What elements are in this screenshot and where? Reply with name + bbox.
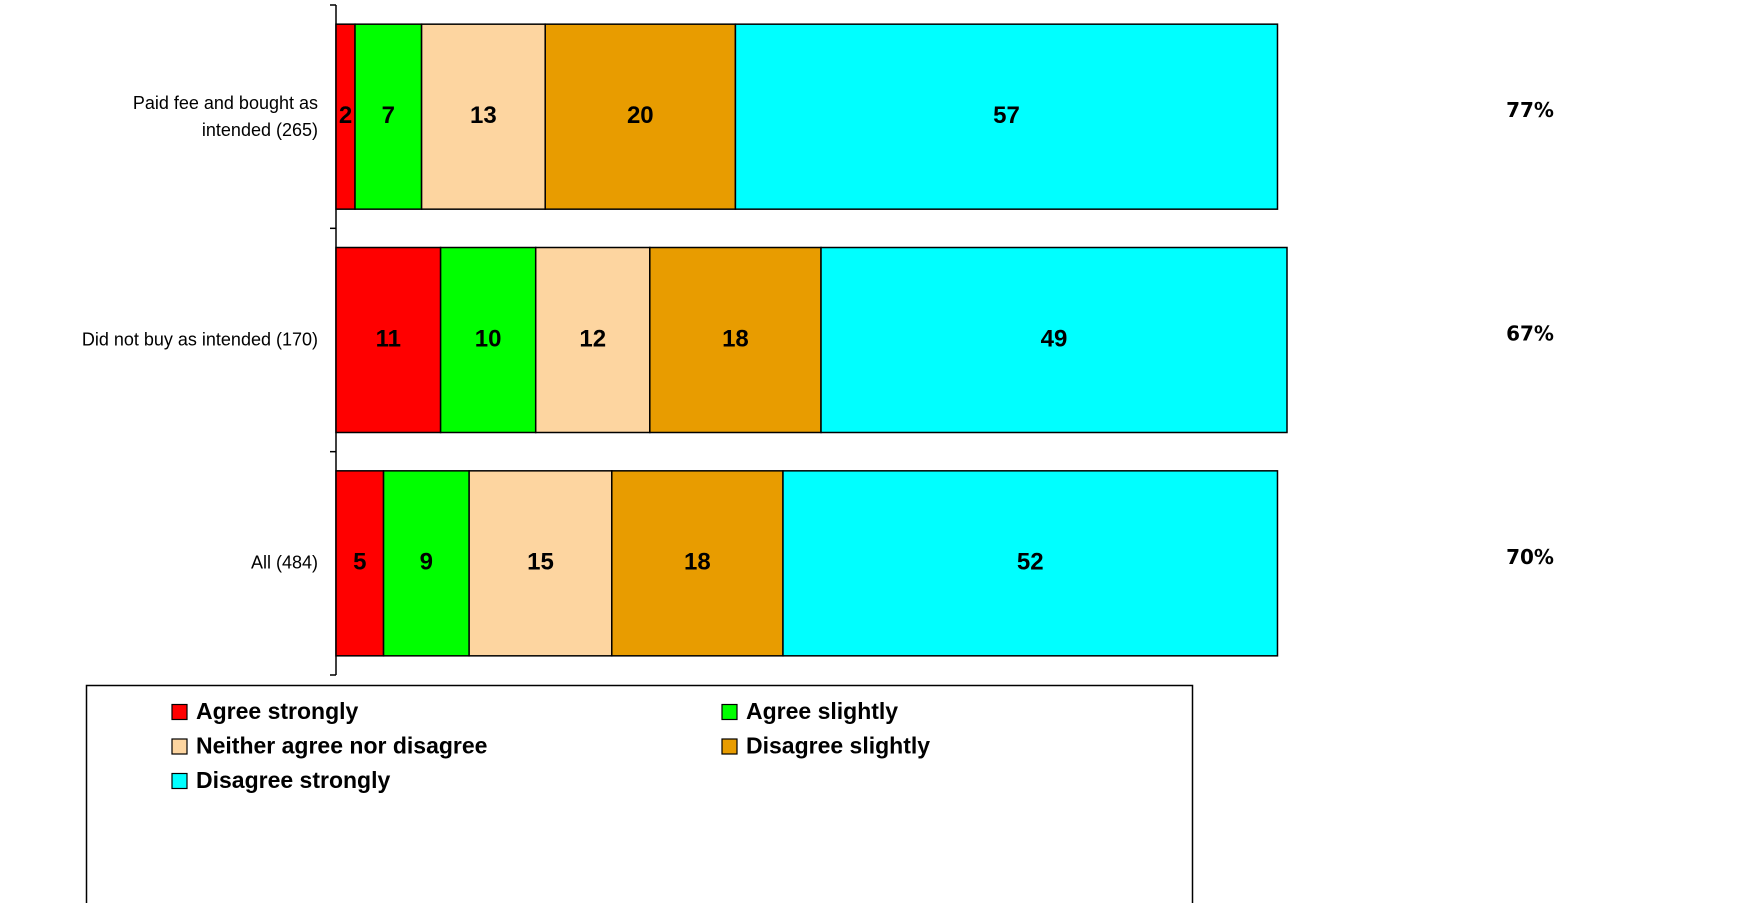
bar-segment <box>382 470 470 657</box>
category-label: All (484) <box>250 552 318 573</box>
legend-swatch <box>171 772 188 790</box>
value-label: 57 <box>993 102 1020 129</box>
row-total-label: 70% <box>1506 545 1554 569</box>
category-label: Paid fee and bought as intended (265) <box>132 92 318 140</box>
legend-swatch <box>721 738 738 755</box>
legend-label: Agree slightly <box>746 698 898 724</box>
legend-label: Disagree slightly <box>746 733 930 759</box>
bar-segment <box>534 246 651 434</box>
value-label: 20 <box>627 102 654 129</box>
category-label: Did not buy as intended (170) <box>81 329 318 350</box>
bar-segment <box>734 23 1279 210</box>
value-label: 52 <box>1017 549 1044 576</box>
value-label: 7 <box>382 102 395 129</box>
legend-swatch <box>721 703 738 721</box>
bar-segment <box>439 246 537 434</box>
value-label: 11 <box>376 325 401 352</box>
legend-label: Disagree strongly <box>196 767 390 793</box>
bar-segment <box>611 470 784 657</box>
legend-swatch <box>171 703 188 721</box>
value-label: 18 <box>722 325 749 352</box>
legend-box <box>85 684 1194 903</box>
value-label: 2 <box>339 102 352 129</box>
bar-segment <box>354 23 423 210</box>
legend-label: Neither agree nor disagree <box>196 733 487 759</box>
value-label: 15 <box>527 549 554 576</box>
value-label: 18 <box>684 549 711 576</box>
bar-segment <box>820 246 1288 434</box>
bar-segment <box>335 246 442 434</box>
value-label: 12 <box>579 325 606 352</box>
value-label: 10 <box>475 325 502 352</box>
value-label: 49 <box>1041 325 1068 352</box>
bar-segment <box>468 470 613 657</box>
row-total-label: 67% <box>1506 322 1554 346</box>
bar-segment <box>420 23 546 210</box>
legend-label: Agree strongly <box>196 698 359 724</box>
value-label: 13 <box>470 102 497 129</box>
legend-swatch <box>171 738 188 755</box>
value-label: 5 <box>353 549 366 576</box>
bar-segment <box>782 470 1279 657</box>
row-total-label: 77% <box>1506 98 1554 122</box>
value-label: 9 <box>420 549 433 576</box>
bar-segment <box>335 470 385 657</box>
